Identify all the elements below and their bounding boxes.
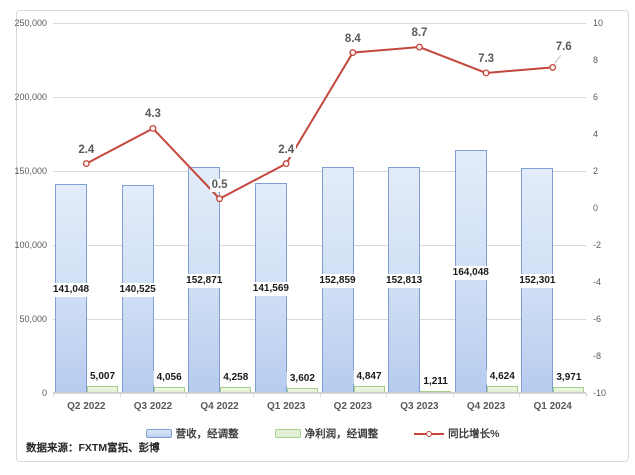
category-axis-tick [319, 393, 321, 397]
legend-item-revenue: 营收，经调整 [145, 426, 239, 441]
left-axis-tick-label: 0 [41, 388, 47, 398]
profit-bar [87, 385, 118, 393]
right-axis-tick-label: -10 [593, 388, 607, 398]
profit-bar [286, 387, 318, 393]
legend-label-revenue: 营收，经调整 [175, 427, 239, 440]
growth-value-label: 0.5 [209, 178, 230, 192]
right-axis-tick-label: -6 [593, 314, 602, 324]
right-axis-tick-label: -8 [593, 351, 602, 361]
legend: 营收，经调整 净利润，经调整 同比增长% [17, 424, 628, 442]
revenue-value-label: 140,525 [116, 283, 159, 298]
profit-swatch-icon [274, 428, 301, 438]
left-axis-tick-label: 250,000 [14, 18, 47, 28]
profit-bar [153, 387, 185, 393]
category-label: Q3 2023 [400, 401, 439, 412]
growth-point-marker [149, 124, 157, 132]
growth-line [85, 46, 553, 200]
growth-value-label: 8.4 [342, 32, 363, 46]
profit-bar [553, 387, 585, 393]
growth-point-marker [349, 49, 357, 57]
gridline [53, 171, 586, 172]
left-axis-tick-label: 200,000 [14, 92, 47, 102]
left-axis-tick-label: 50,000 [19, 314, 47, 324]
profit-value-label: 3,971 [553, 371, 585, 386]
category-label: Q4 2023 [466, 401, 506, 412]
source-note: 数据来源：FXTM富拓、彭博 [26, 442, 160, 454]
gridline [53, 23, 586, 24]
category-axis-tick [252, 393, 254, 397]
growth-line-swatch-icon [414, 429, 445, 438]
right-axis-tick-label: 6 [593, 92, 599, 102]
revenue-value-label: 141,569 [249, 282, 292, 297]
right-axis-tick-label: 8 [593, 55, 599, 65]
legend-label-profit: 净利润，经调整 [304, 427, 379, 440]
right-axis-tick-label: 2 [593, 166, 599, 176]
gridline [53, 245, 586, 246]
category-axis-tick [386, 393, 388, 397]
category-label: Q1 2024 [533, 401, 572, 412]
revenue-value-label: 141,048 [49, 282, 93, 297]
category-axis-line [53, 392, 586, 393]
category-label: Q1 2023 [267, 401, 306, 412]
profit-value-label: 1,211 [420, 375, 451, 390]
category-axis-tick [186, 393, 188, 397]
right-axis-tick-label: 0 [593, 203, 599, 213]
growth-value-label: 7.3 [476, 52, 497, 66]
legend-item-growth: 同比增长% [414, 426, 499, 441]
growth-value-label: 7.6 [553, 41, 574, 55]
gridline [53, 319, 586, 320]
growth-point-marker [282, 160, 290, 168]
revenue-value-label: 164,048 [449, 265, 492, 280]
category-axis-tick [53, 393, 54, 397]
right-axis-tick-label: -2 [593, 240, 602, 250]
growth-value-label: 4.3 [142, 108, 163, 122]
growth-point-marker [482, 69, 490, 77]
chart-frame: 141,048 5,007 140,525 4,056 152,871 4,258 141,… [14, 10, 629, 462]
revenue-value-label: 152,813 [383, 273, 426, 288]
growth-line-layer [82, 43, 562, 203]
left-axis-tick-label: 100,000 [14, 240, 47, 250]
growth-value-label: 2.4 [276, 143, 297, 157]
profit-bar [220, 386, 252, 393]
profit-bar [353, 385, 385, 393]
growth-point-marker [549, 63, 557, 71]
category-axis-tick [119, 393, 121, 397]
plot-area: 141,048 5,007 140,525 4,056 152,871 4,258 141,… [49, 23, 586, 394]
revenue-value-label: 152,301 [516, 274, 559, 289]
category-label: Q2 2022 [67, 401, 106, 412]
category-label: Q4 2022 [200, 401, 239, 412]
category-axis-tick [519, 393, 521, 397]
profit-value-label: 5,007 [86, 369, 119, 384]
growth-point-marker [82, 160, 90, 168]
legend-item-profit: 净利润，经调整 [274, 426, 379, 441]
profit-value-label: 4,056 [153, 371, 185, 385]
category-axis-tick [452, 393, 454, 397]
growth-value-label: 8.7 [409, 27, 430, 41]
category-label: Q2 2023 [333, 401, 372, 412]
left-axis-tick-label: 150,000 [14, 166, 47, 176]
profit-value-label: 4,258 [220, 370, 252, 385]
category-axis-tick [586, 393, 587, 397]
growth-point-marker [415, 43, 423, 51]
category-label: Q3 2022 [133, 401, 173, 412]
right-axis-tick-label: 4 [593, 129, 599, 139]
right-axis-tick-label: 10 [593, 18, 604, 28]
revenue-value-label: 152,871 [183, 273, 226, 288]
legend-label-growth: 同比增长% [448, 427, 500, 440]
profit-value-label: 3,602 [286, 371, 318, 386]
profit-value-label: 4,624 [486, 370, 518, 385]
profit-value-label: 4,847 [353, 369, 385, 384]
growth-label-leader-line [554, 55, 562, 64]
profit-bar [486, 386, 518, 393]
revenue-swatch-icon [145, 428, 172, 438]
growth-value-label: 2.4 [76, 143, 97, 157]
revenue-value-label: 152,859 [316, 273, 359, 288]
growth-point-marker [216, 195, 224, 203]
right-axis-tick-label: -4 [593, 277, 602, 287]
gridline [53, 97, 586, 98]
